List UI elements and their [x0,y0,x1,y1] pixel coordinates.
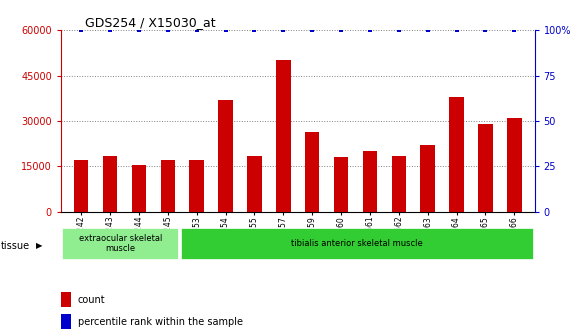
Point [423,28,432,33]
Point [336,28,346,33]
Bar [181,228,533,259]
Bar [363,151,377,212]
Bar [334,157,348,212]
Point [510,28,519,33]
Bar [218,100,233,212]
Bar [61,314,71,329]
Text: extraocular skeletal
muscle: extraocular skeletal muscle [78,234,162,253]
Text: count: count [78,295,105,305]
Text: tissue: tissue [1,241,30,251]
Point [365,28,375,33]
Text: ▶: ▶ [36,242,42,250]
Point [221,28,230,33]
Point [77,28,86,33]
Bar [421,145,435,212]
Point [279,28,288,33]
Point [250,28,259,33]
Bar [478,124,493,212]
Bar [276,60,290,212]
Bar [248,156,261,212]
Bar [103,156,117,212]
Text: percentile rank within the sample: percentile rank within the sample [78,317,243,327]
Bar [507,118,522,212]
Bar [160,160,175,212]
Point [307,28,317,33]
Text: GDS254 / X15030_at: GDS254 / X15030_at [85,16,216,29]
Point [163,28,173,33]
Bar [392,156,406,212]
Bar [61,292,71,307]
Bar [449,97,464,212]
Text: tibialis anterior skeletal muscle: tibialis anterior skeletal muscle [291,239,423,248]
Point [134,28,144,33]
Point [481,28,490,33]
Bar [74,160,88,212]
Bar [189,160,204,212]
Point [452,28,461,33]
Point [394,28,403,33]
Bar [132,165,146,212]
Point [192,28,202,33]
Point [105,28,114,33]
Bar [305,132,320,212]
Bar [63,228,178,259]
